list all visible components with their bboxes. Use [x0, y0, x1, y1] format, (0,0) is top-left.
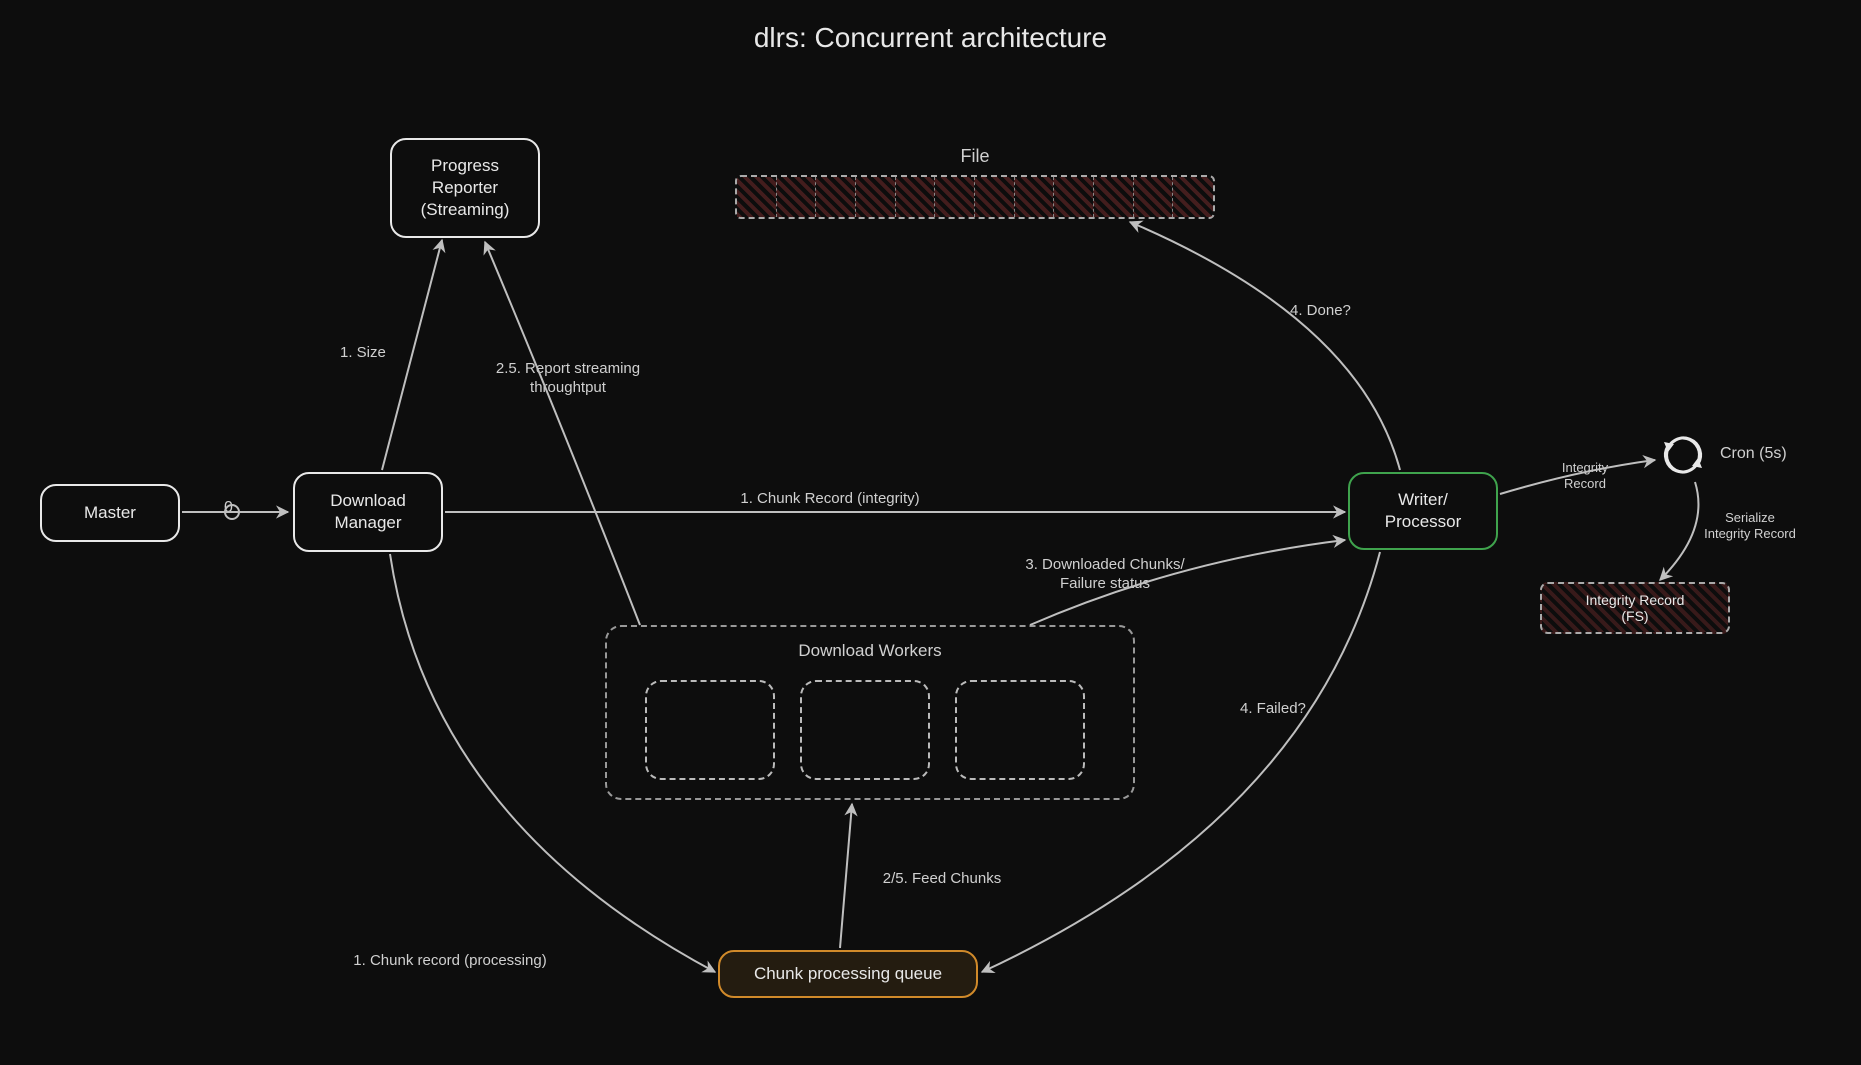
file-cell [737, 177, 777, 217]
node-integrity-record: Integrity Record (FS) [1540, 582, 1730, 634]
cron-icon [1660, 432, 1706, 478]
edge-label-size: 1. Size [340, 344, 386, 363]
edge-queue-workers [840, 804, 852, 948]
edge-label-chunk-record: 1. Chunk Record (integrity) [700, 490, 960, 509]
node-master-label: Master [84, 502, 136, 524]
node-master: Master [40, 484, 180, 542]
file-cell [1173, 177, 1213, 217]
node-queue-label: Chunk processing queue [754, 963, 942, 985]
node-writer-label: Writer/ Processor [1385, 489, 1462, 533]
node-reporter-label: Progress Reporter (Streaming) [421, 155, 510, 221]
node-integrity-label: Integrity Record (FS) [1586, 592, 1685, 624]
worker-box [955, 680, 1085, 780]
worker-box [645, 680, 775, 780]
edge-label-integrity: Integrity Record [1540, 460, 1630, 493]
file-cell [896, 177, 936, 217]
node-download-manager: Download Manager [293, 472, 443, 552]
file-label: File [735, 145, 1215, 168]
edge-label-0: 0 [224, 498, 233, 518]
file-cell [1094, 177, 1134, 217]
edge-label-throughput: 2.5. Report streaming throughtput [468, 360, 668, 398]
edge-writer-file [1130, 222, 1400, 470]
file-cell [975, 177, 1015, 217]
edge-label-serialize: Serialize Integrity Record [1680, 510, 1820, 543]
file-cell [816, 177, 856, 217]
node-writer-processor: Writer/ Processor [1348, 472, 1498, 550]
file-cell [935, 177, 975, 217]
file-cell [1134, 177, 1174, 217]
workers-label: Download Workers [605, 640, 1135, 661]
diagram-title: dlrs: Concurrent architecture [0, 22, 1861, 54]
edge-label-done: 4. Done? [1290, 302, 1351, 321]
edge-dm-reporter [382, 240, 442, 470]
file-cell [1015, 177, 1055, 217]
file-cell [777, 177, 817, 217]
node-progress-reporter: Progress Reporter (Streaming) [390, 138, 540, 238]
file-cell [1054, 177, 1094, 217]
edge-label-feed: 2/5. Feed Chunks [862, 870, 1022, 889]
edge-label-failed: 4. Failed? [1240, 700, 1306, 719]
node-dm-label: Download Manager [330, 490, 406, 534]
edge-workers-reporter [485, 242, 640, 625]
file-box [735, 175, 1215, 219]
edge-label-chunk-processing: 1. Chunk record (processing) [320, 952, 580, 971]
cron-label: Cron (5s) [1720, 444, 1787, 464]
file-cell [856, 177, 896, 217]
node-chunk-queue: Chunk processing queue [718, 950, 978, 998]
edge-label-downloaded: 3. Downloaded Chunks/ Failure status [990, 556, 1220, 594]
worker-box [800, 680, 930, 780]
